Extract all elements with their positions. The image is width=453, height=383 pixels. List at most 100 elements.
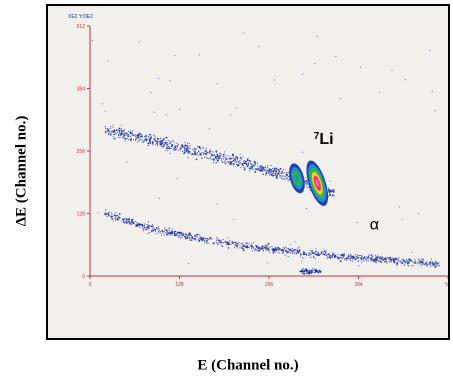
data-point bbox=[159, 229, 161, 231]
data-point bbox=[373, 260, 375, 263]
data-point bbox=[272, 173, 274, 175]
data-point bbox=[106, 129, 108, 131]
noise-point bbox=[91, 40, 93, 41]
data-point bbox=[140, 133, 142, 136]
data-point bbox=[215, 241, 218, 244]
data-point bbox=[310, 257, 312, 259]
data-point bbox=[228, 241, 230, 243]
data-point bbox=[122, 221, 125, 224]
data-point bbox=[246, 246, 248, 248]
data-point bbox=[261, 170, 263, 172]
noise-point bbox=[273, 79, 275, 81]
data-point bbox=[377, 260, 379, 262]
data-point bbox=[135, 137, 137, 139]
data-point bbox=[425, 262, 427, 264]
data-point bbox=[234, 247, 236, 249]
data-point bbox=[236, 165, 238, 167]
data-point bbox=[408, 260, 410, 262]
data-point bbox=[319, 270, 321, 272]
data-point bbox=[407, 261, 410, 264]
noise-point bbox=[434, 110, 436, 112]
data-point bbox=[303, 268, 305, 270]
data-point bbox=[132, 139, 135, 141]
data-point bbox=[160, 140, 162, 142]
noise-point bbox=[329, 180, 331, 182]
data-point bbox=[177, 233, 179, 235]
data-point bbox=[406, 259, 408, 262]
data-point bbox=[314, 270, 316, 273]
data-point bbox=[319, 269, 321, 271]
data-point bbox=[111, 217, 113, 219]
data-point bbox=[207, 152, 209, 154]
data-point bbox=[261, 245, 264, 248]
data-point bbox=[391, 259, 393, 261]
data-point bbox=[297, 251, 300, 253]
data-point bbox=[149, 140, 151, 142]
data-point bbox=[154, 138, 156, 140]
data-point bbox=[289, 248, 292, 251]
data-point bbox=[222, 156, 224, 158]
data-point bbox=[401, 261, 403, 263]
data-point bbox=[434, 262, 436, 264]
data-point bbox=[189, 145, 191, 147]
data-point bbox=[202, 151, 204, 153]
data-point bbox=[415, 260, 417, 262]
data-point bbox=[242, 247, 244, 249]
data-point bbox=[142, 228, 144, 230]
data-point bbox=[131, 218, 133, 221]
data-point bbox=[416, 263, 418, 265]
data-point bbox=[161, 230, 164, 233]
data-point bbox=[240, 242, 242, 244]
data-point bbox=[116, 218, 118, 220]
data-point bbox=[375, 259, 377, 261]
data-point bbox=[273, 167, 275, 169]
data-point bbox=[303, 250, 305, 252]
data-point bbox=[349, 259, 351, 261]
data-point bbox=[115, 215, 117, 217]
noise-point bbox=[121, 124, 123, 126]
data-point bbox=[124, 137, 127, 140]
data-point bbox=[302, 272, 304, 275]
data-point bbox=[220, 159, 222, 161]
data-point bbox=[193, 154, 195, 156]
noise-point bbox=[230, 114, 232, 116]
data-point bbox=[305, 254, 308, 256]
data-point bbox=[236, 163, 238, 165]
data-point bbox=[206, 241, 208, 243]
data-point bbox=[262, 249, 264, 251]
data-point bbox=[226, 155, 228, 157]
data-point bbox=[104, 131, 106, 133]
data-point bbox=[370, 259, 372, 261]
data-point bbox=[134, 139, 137, 141]
data-point bbox=[150, 225, 153, 228]
data-point bbox=[268, 171, 270, 173]
data-point bbox=[200, 153, 202, 155]
data-point bbox=[202, 238, 205, 241]
data-point bbox=[110, 211, 112, 213]
data-point bbox=[122, 132, 124, 134]
noise-point bbox=[314, 62, 316, 64]
data-point bbox=[272, 170, 275, 173]
data-point bbox=[412, 264, 414, 266]
data-point bbox=[351, 256, 353, 258]
data-point bbox=[420, 261, 422, 263]
data-point bbox=[335, 255, 337, 257]
data-point bbox=[168, 229, 170, 231]
data-point bbox=[113, 137, 116, 140]
data-point bbox=[211, 238, 213, 240]
data-point bbox=[317, 255, 319, 257]
data-point bbox=[168, 146, 170, 148]
data-point bbox=[385, 257, 387, 259]
data-point bbox=[208, 238, 210, 241]
data-point bbox=[312, 271, 314, 273]
data-point bbox=[138, 135, 140, 138]
data-point bbox=[223, 155, 225, 157]
data-point bbox=[221, 240, 223, 242]
data-point bbox=[240, 158, 243, 160]
noise-point bbox=[217, 83, 219, 84]
data-point bbox=[129, 135, 132, 137]
data-point bbox=[274, 248, 277, 251]
data-point bbox=[147, 142, 150, 145]
data-point bbox=[384, 258, 386, 261]
data-point bbox=[200, 237, 202, 239]
